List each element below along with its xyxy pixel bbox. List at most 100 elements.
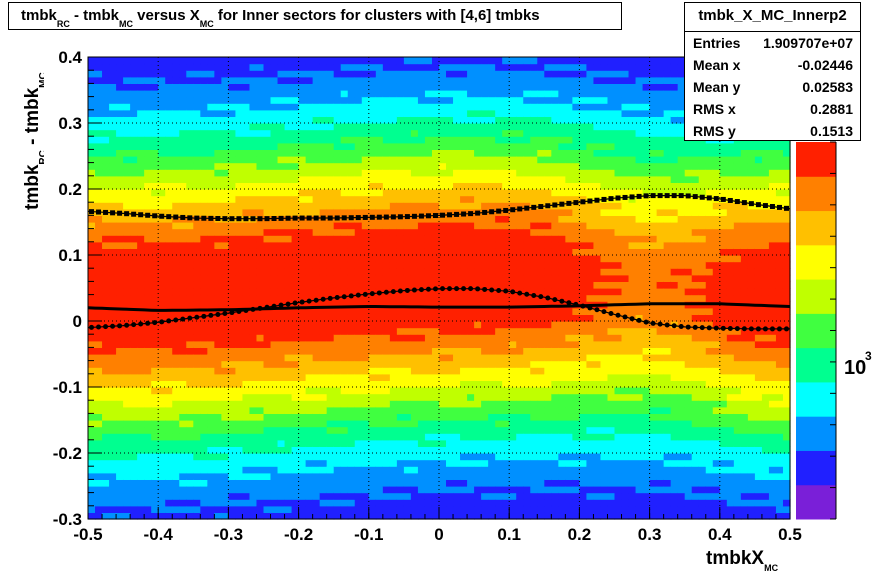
heatmap-cell [102,373,110,381]
heatmap-cell [495,156,503,164]
heatmap-cell [551,175,559,183]
heatmap-cell [558,195,566,203]
heatmap-cell [530,433,538,441]
heatmap-cell [495,109,503,117]
heatmap-cell [326,347,335,355]
heatmap-cell [109,103,117,111]
heatmap-cell [410,123,419,131]
heatmap-cell [354,499,363,507]
heatmap-cell [579,182,588,190]
heatmap-cell [270,274,279,282]
heatmap-cell [144,70,152,78]
heatmap-cell [123,433,131,441]
heatmap-cell [123,142,131,150]
heatmap-cell [158,453,166,461]
heatmap-cell [221,222,229,230]
heatmap-cell [347,420,356,428]
heatmap-cell [333,479,342,487]
heatmap-cell [572,215,580,223]
heatmap-cell [270,420,279,428]
heatmap-cell [368,149,377,157]
heatmap-cell [537,459,545,467]
heatmap-cell [277,208,286,216]
heatmap-cell [326,288,335,296]
heatmap-cell [305,446,314,454]
heatmap-cell [123,472,131,480]
heatmap-cell [200,354,208,362]
heatmap-cell [579,340,588,348]
heatmap-cell [382,334,391,342]
heatmap-cell [403,182,412,190]
heatmap-cell [417,70,426,78]
heatmap-cell [137,103,145,111]
heatmap-cell [509,387,517,395]
heatmap-cell [354,340,363,348]
heatmap-cell [403,57,412,65]
heatmap-cell [530,195,538,203]
heatmap-cell [347,182,356,190]
heatmap-cell [186,367,194,375]
heatmap-cell [572,255,580,263]
heatmap-cell [368,433,377,441]
heatmap-cell [221,76,229,84]
heatmap-cell [88,103,96,111]
heatmap-cell [207,235,215,243]
heatmap-cell [410,261,419,269]
heatmap-cell [312,479,321,487]
heatmap-cell [144,472,152,480]
heatmap-cell [305,334,314,342]
heatmap-cell [460,162,468,170]
heatmap-cell [144,420,152,428]
heatmap-cell [158,479,166,487]
heatmap-cell [214,360,222,368]
heatmap-cell [403,208,412,216]
heatmap-cell [179,479,187,487]
heatmap-cell [467,453,475,461]
heatmap-cell [235,103,244,111]
heatmap-cell [116,182,124,190]
heatmap-cell [488,57,496,65]
heatmap-cell [551,182,559,190]
heatmap-cell [523,486,531,494]
heatmap-cell [460,149,468,157]
heatmap-cell [389,307,398,315]
heatmap-cell [382,235,391,243]
heatmap-cell [88,215,96,223]
heatmap-cell [340,426,349,434]
heatmap-cell [186,492,194,500]
heatmap-cell [424,235,433,243]
heatmap-cell [151,360,159,368]
heatmap-cell [172,96,180,104]
heatmap-cell [453,136,461,144]
heatmap-cell [467,486,475,494]
heatmap-cell [102,466,110,474]
heatmap-cell [200,373,208,381]
heatmap-cell [109,142,117,150]
heatmap-cell [214,261,222,269]
heatmap-cell [165,90,173,98]
heatmap-cell [298,255,307,263]
heatmap-cell [368,413,377,421]
heatmap-cell [158,334,166,342]
heatmap-cell [165,420,173,428]
heatmap-cell [319,433,328,441]
heatmap-cell [207,334,215,342]
heatmap-cell [431,63,440,71]
heatmap-cell [102,400,110,408]
heatmap-cell [375,433,384,441]
heatmap-cell [446,202,454,210]
heatmap-cell [221,70,229,78]
heatmap-cell [88,228,96,236]
heatmap-cell [424,261,433,269]
heatmap-cell [221,406,229,414]
heatmap-cell [453,195,461,203]
heatmap-cell [474,380,482,388]
heatmap-cell [502,57,510,65]
heatmap-cell [375,281,384,289]
heatmap-cell [453,248,461,256]
heatmap-cell [319,354,328,362]
heatmap-cell [537,314,545,322]
heatmap-cell [130,228,138,236]
heatmap-cell [298,486,307,494]
heatmap-cell [558,142,566,150]
